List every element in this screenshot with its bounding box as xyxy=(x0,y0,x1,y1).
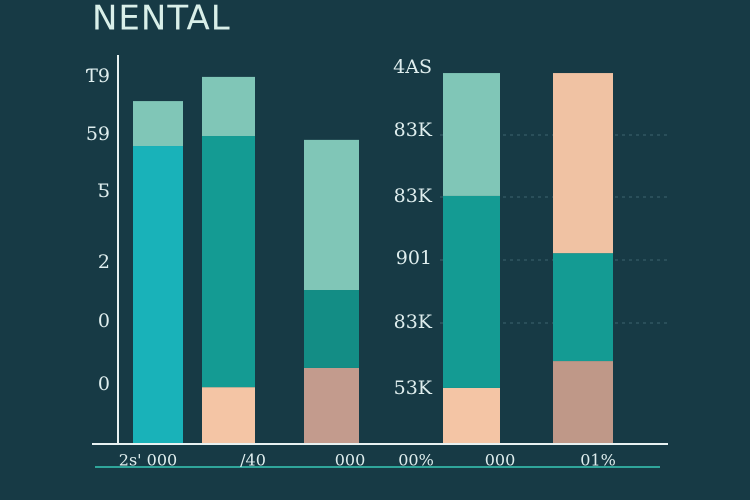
y-tick-label: 2 xyxy=(98,251,110,273)
x-tick-label: 01% xyxy=(580,451,616,470)
bar-segment xyxy=(202,136,255,388)
bar-segment xyxy=(304,139,359,291)
x-tick-label: 000 xyxy=(335,451,366,470)
y-tick-label: 0 xyxy=(98,373,110,395)
bar-segment xyxy=(133,146,183,445)
y-tick-label: 83K xyxy=(394,311,433,333)
bar-segment xyxy=(443,387,500,444)
bar-segment xyxy=(133,101,183,147)
y-tick-label: 59 xyxy=(86,123,110,145)
x-tick-label: /40 xyxy=(240,451,266,470)
x-tick-label: 2s' 000 xyxy=(119,451,177,470)
bar-segment xyxy=(202,387,255,444)
y-tick-label: 0 xyxy=(98,310,110,332)
y-tick-label: 83K xyxy=(394,119,433,141)
y-tick-label: Ƭ9 xyxy=(85,65,110,87)
bar-segment xyxy=(553,73,613,254)
y-tick-label: 53K xyxy=(394,377,433,399)
bar-segment xyxy=(304,367,359,444)
bar-segment xyxy=(553,253,613,362)
bar-segment xyxy=(304,290,359,368)
x-tick-label: 00% xyxy=(398,451,434,470)
bar-segment xyxy=(202,76,255,137)
y-tick-label: 83K xyxy=(394,185,433,207)
y-tick-label: Ƽ xyxy=(97,180,110,202)
bar-segment xyxy=(553,361,613,444)
chart-title: NENTAL xyxy=(92,0,231,39)
bar-segment xyxy=(443,195,500,388)
bar-segment xyxy=(443,73,500,196)
x-tick-label: 000 xyxy=(485,451,516,470)
y-tick-label: 901 xyxy=(396,247,432,269)
y-tick-label: 4AS xyxy=(393,56,432,78)
